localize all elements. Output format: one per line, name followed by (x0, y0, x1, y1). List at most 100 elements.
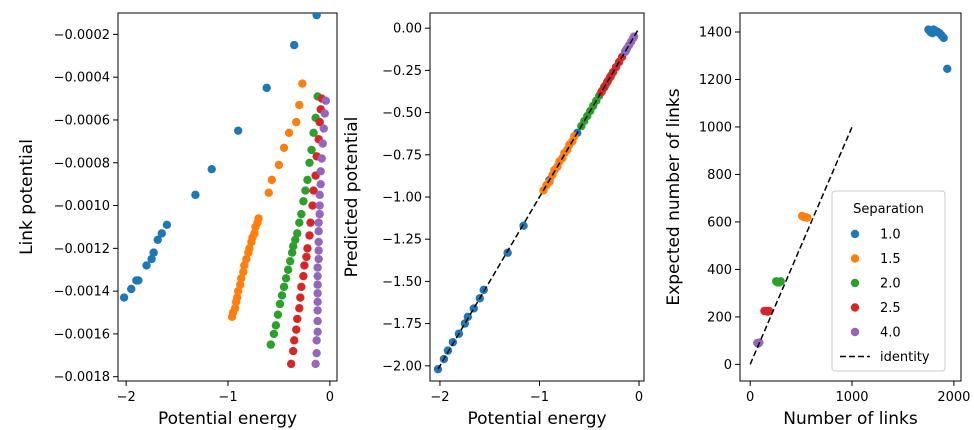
x-tick-label: −2 (430, 390, 449, 405)
x-tick-label: −2 (117, 390, 136, 405)
point-sep-1-0 (162, 220, 172, 230)
legend-entry-label: 1.5 (880, 252, 901, 267)
point-sep-1-0 (149, 248, 158, 257)
y-tick-label: −0.0002 (54, 28, 110, 43)
point-sep-4-0 (319, 124, 328, 133)
point-sep-1-0 (469, 304, 478, 313)
point-sep-2-5 (305, 231, 314, 240)
point-sep-1-0 (153, 235, 162, 244)
y-tick-label: 1000 (699, 120, 732, 135)
point-sep-1-5 (240, 261, 249, 270)
point-sep-4-0 (315, 201, 324, 210)
point-sep-4-0 (314, 227, 323, 236)
point-sep-2-5 (289, 346, 298, 356)
panel-3: 0 1000 2000 0 200 400 600 800 1000 1200 1400 Number… (664, 12, 970, 429)
point-sep-2-0 (283, 265, 293, 274)
point-sep-2-5 (297, 282, 306, 292)
point-sep-2-0 (297, 209, 306, 219)
point-sep-1-0 (207, 164, 216, 174)
point-sep-4-0 (317, 154, 326, 163)
point-sep-4-0 (320, 109, 329, 118)
point-sep-1-5 (298, 79, 307, 88)
point-sep-1-5 (274, 160, 284, 170)
point-sep-2-0 (269, 329, 279, 339)
point-sep-1-5 (237, 274, 246, 283)
legend-entry-label: 4.0 (880, 326, 901, 341)
x-axis-label: Potential energy (158, 409, 297, 429)
point-sep-2-5 (292, 325, 301, 334)
identity-line (749, 126, 853, 365)
identity-line (437, 27, 640, 370)
point-sep-1-0 (119, 293, 129, 302)
y-tick-label: −2.00 (382, 359, 422, 374)
point-sep-1-0 (127, 284, 136, 294)
panel-2: −2 −1 0 0.00 −0.25 −0.50 −0.75 −1.00 −1.25 −1.50 −… (342, 12, 645, 429)
point-sep-1-5 (232, 293, 242, 302)
point-sep-1-5 (250, 229, 259, 238)
y-tick-label: −1.75 (382, 317, 422, 332)
point-sep-1-5 (295, 100, 304, 110)
y-tick-label: −1.50 (382, 275, 422, 290)
point-sep-2-0 (295, 218, 304, 227)
point-sep-1-0 (939, 33, 948, 43)
y-axis-label: Expected number of links (664, 88, 684, 305)
x-tick-label: −1 (530, 390, 549, 405)
point-sep-4-0 (315, 190, 324, 200)
legend: Separation 1.0 1.5 2.0 2.5 4.0 identity (831, 190, 946, 372)
point-sep-1-5 (236, 280, 245, 289)
legend-marker (850, 303, 860, 312)
point-sep-1-0 (142, 261, 151, 270)
point-sep-2-5 (315, 117, 324, 127)
y-tick-label: −1.00 (382, 191, 422, 206)
legend-marker (850, 327, 860, 337)
point-sep-4-0 (318, 139, 327, 148)
point-sep-2-5 (308, 201, 317, 210)
y-tick-label: −0.0012 (54, 242, 110, 257)
point-sep-1-5 (545, 177, 554, 187)
point-sep-1-5 (233, 286, 243, 296)
legend-marker (850, 229, 860, 239)
point-sep-4-0 (315, 209, 324, 219)
legend-marker (850, 278, 860, 288)
point-sep-2-0 (301, 186, 310, 195)
point-sep-4-0 (313, 297, 322, 307)
point-sep-2-5 (302, 252, 311, 262)
point-sep-1-0 (191, 190, 200, 200)
point-sep-4-0 (316, 179, 325, 189)
point-sep-4-0 (314, 237, 323, 247)
point-sep-4-0 (314, 218, 323, 227)
y-axis-label: Link potential (17, 139, 37, 255)
x-tick-label: 1000 (835, 390, 868, 405)
legend-entry-label: identity (880, 350, 930, 365)
point-sep-4-0 (312, 348, 321, 358)
y-tick-label: −0.75 (382, 148, 422, 163)
x-tick-label: 0 (326, 390, 334, 405)
point-sep-4-0 (313, 271, 322, 281)
point-sep-4-0 (311, 359, 320, 369)
plot-area (433, 27, 640, 374)
y-tick-label: 800 (707, 168, 732, 183)
legend-entry-label: 1.0 (880, 228, 901, 243)
y-tick-label: −0.0006 (54, 113, 110, 128)
y-tick-label: 600 (707, 215, 732, 230)
x-axis-label: Potential energy (467, 409, 606, 429)
point-sep-2-0 (271, 321, 281, 330)
legend-marker (850, 254, 860, 263)
point-sep-2-5 (299, 271, 308, 281)
point-sep-4-0 (316, 167, 325, 176)
point-sep-4-0 (321, 96, 330, 105)
point-sep-2-0 (275, 299, 285, 309)
y-tick-label: −0.0018 (54, 370, 110, 385)
point-sep-2-0 (266, 340, 275, 349)
point-sep-1-0 (233, 126, 243, 135)
y-tick-label: −0.0016 (54, 327, 110, 342)
point-sep-2-0 (291, 235, 300, 244)
point-sep-2-5 (764, 306, 774, 316)
point-sep-2-0 (293, 229, 302, 238)
y-tick-label: −0.0008 (54, 156, 110, 171)
point-sep-2-5 (303, 244, 312, 253)
point-sep-1-0 (134, 276, 143, 285)
x-tick-label: 2000 (937, 390, 970, 405)
point-sep-2-0 (776, 277, 785, 286)
